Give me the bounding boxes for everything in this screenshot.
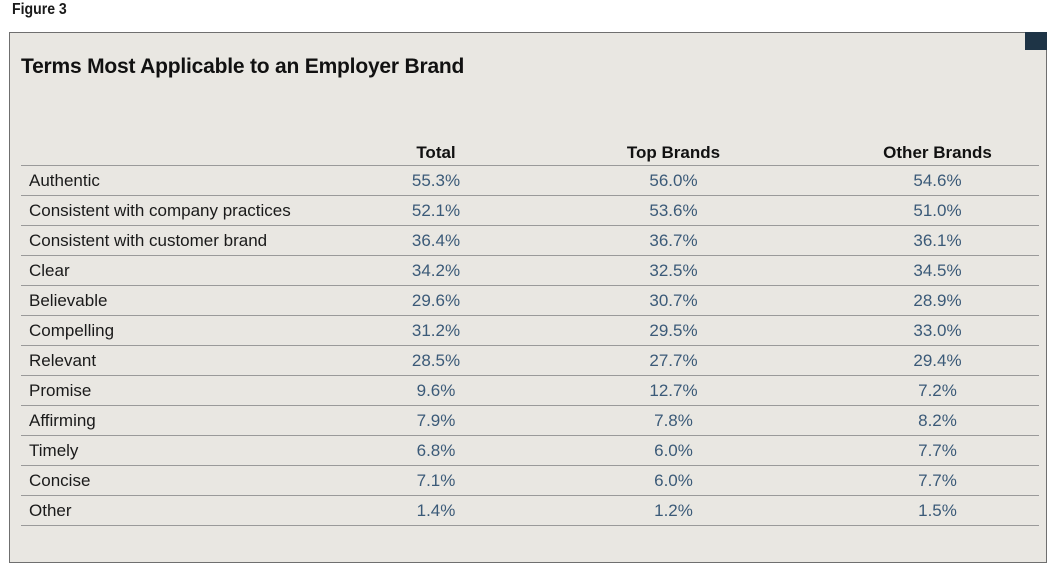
row-term: Consistent with company practices — [21, 195, 361, 226]
row-other-brands: 54.6% — [836, 165, 1039, 196]
header-total: Total — [361, 135, 511, 166]
row-term: Timely — [21, 435, 361, 466]
row-top-brands: 6.0% — [511, 435, 836, 466]
table-row: Authentic 55.3% 56.0% 54.6% — [21, 165, 1039, 196]
row-other-brands: 34.5% — [836, 255, 1039, 286]
row-total: 29.6% — [361, 285, 511, 316]
row-other-brands: 36.1% — [836, 225, 1039, 256]
row-total: 55.3% — [361, 165, 511, 196]
row-total: 1.4% — [361, 495, 511, 526]
table-row: Believable 29.6% 30.7% 28.9% — [21, 285, 1039, 316]
row-top-brands: 36.7% — [511, 225, 836, 256]
row-top-brands: 53.6% — [511, 195, 836, 226]
table-row: Consistent with company practices 52.1% … — [21, 195, 1039, 226]
row-other-brands: 51.0% — [836, 195, 1039, 226]
row-other-brands: 28.9% — [836, 285, 1039, 316]
row-top-brands: 12.7% — [511, 375, 836, 406]
table-panel: Terms Most Applicable to an Employer Bra… — [9, 32, 1047, 563]
row-total: 7.9% — [361, 405, 511, 436]
row-other-brands: 8.2% — [836, 405, 1039, 436]
table-row: Relevant 28.5% 27.7% 29.4% — [21, 345, 1039, 376]
header-term — [21, 135, 361, 166]
row-term: Other — [21, 495, 361, 526]
table-row: Compelling 31.2% 29.5% 33.0% — [21, 315, 1039, 346]
row-total: 7.1% — [361, 465, 511, 496]
row-other-brands: 1.5% — [836, 495, 1039, 526]
data-table: Total Top Brands Other Brands Authentic … — [21, 135, 1039, 526]
header-top-brands: Top Brands — [511, 135, 836, 166]
row-top-brands: 1.2% — [511, 495, 836, 526]
header-row: Total Top Brands Other Brands — [21, 135, 1039, 166]
row-term: Compelling — [21, 315, 361, 346]
row-total: 6.8% — [361, 435, 511, 466]
row-term: Consistent with customer brand — [21, 225, 361, 256]
row-other-brands: 7.7% — [836, 465, 1039, 496]
table-row: Promise 9.6% 12.7% 7.2% — [21, 375, 1039, 406]
row-term: Authentic — [21, 165, 361, 196]
figure-label: Figure 3 — [12, 1, 67, 18]
row-term: Clear — [21, 255, 361, 286]
table-row: Consistent with customer brand 36.4% 36.… — [21, 225, 1039, 256]
row-top-brands: 7.8% — [511, 405, 836, 436]
header-other-brands: Other Brands — [836, 135, 1039, 166]
row-top-brands: 32.5% — [511, 255, 836, 286]
table-row: Other 1.4% 1.2% 1.5% — [21, 495, 1039, 526]
row-other-brands: 7.7% — [836, 435, 1039, 466]
row-term: Relevant — [21, 345, 361, 376]
row-total: 31.2% — [361, 315, 511, 346]
row-total: 34.2% — [361, 255, 511, 286]
corner-accent — [1025, 32, 1047, 50]
row-other-brands: 29.4% — [836, 345, 1039, 376]
row-term: Affirming — [21, 405, 361, 436]
table-row: Concise 7.1% 6.0% 7.7% — [21, 465, 1039, 496]
row-top-brands: 56.0% — [511, 165, 836, 196]
row-total: 52.1% — [361, 195, 511, 226]
row-top-brands: 27.7% — [511, 345, 836, 376]
table-title: Terms Most Applicable to an Employer Bra… — [21, 55, 465, 78]
row-other-brands: 33.0% — [836, 315, 1039, 346]
table-row: Clear 34.2% 32.5% 34.5% — [21, 255, 1039, 286]
row-other-brands: 7.2% — [836, 375, 1039, 406]
row-total: 9.6% — [361, 375, 511, 406]
table-row: Timely 6.8% 6.0% 7.7% — [21, 435, 1039, 466]
row-term: Promise — [21, 375, 361, 406]
row-term: Concise — [21, 465, 361, 496]
row-total: 36.4% — [361, 225, 511, 256]
row-top-brands: 30.7% — [511, 285, 836, 316]
row-top-brands: 6.0% — [511, 465, 836, 496]
table-row: Affirming 7.9% 7.8% 8.2% — [21, 405, 1039, 436]
row-term: Believable — [21, 285, 361, 316]
row-total: 28.5% — [361, 345, 511, 376]
row-top-brands: 29.5% — [511, 315, 836, 346]
